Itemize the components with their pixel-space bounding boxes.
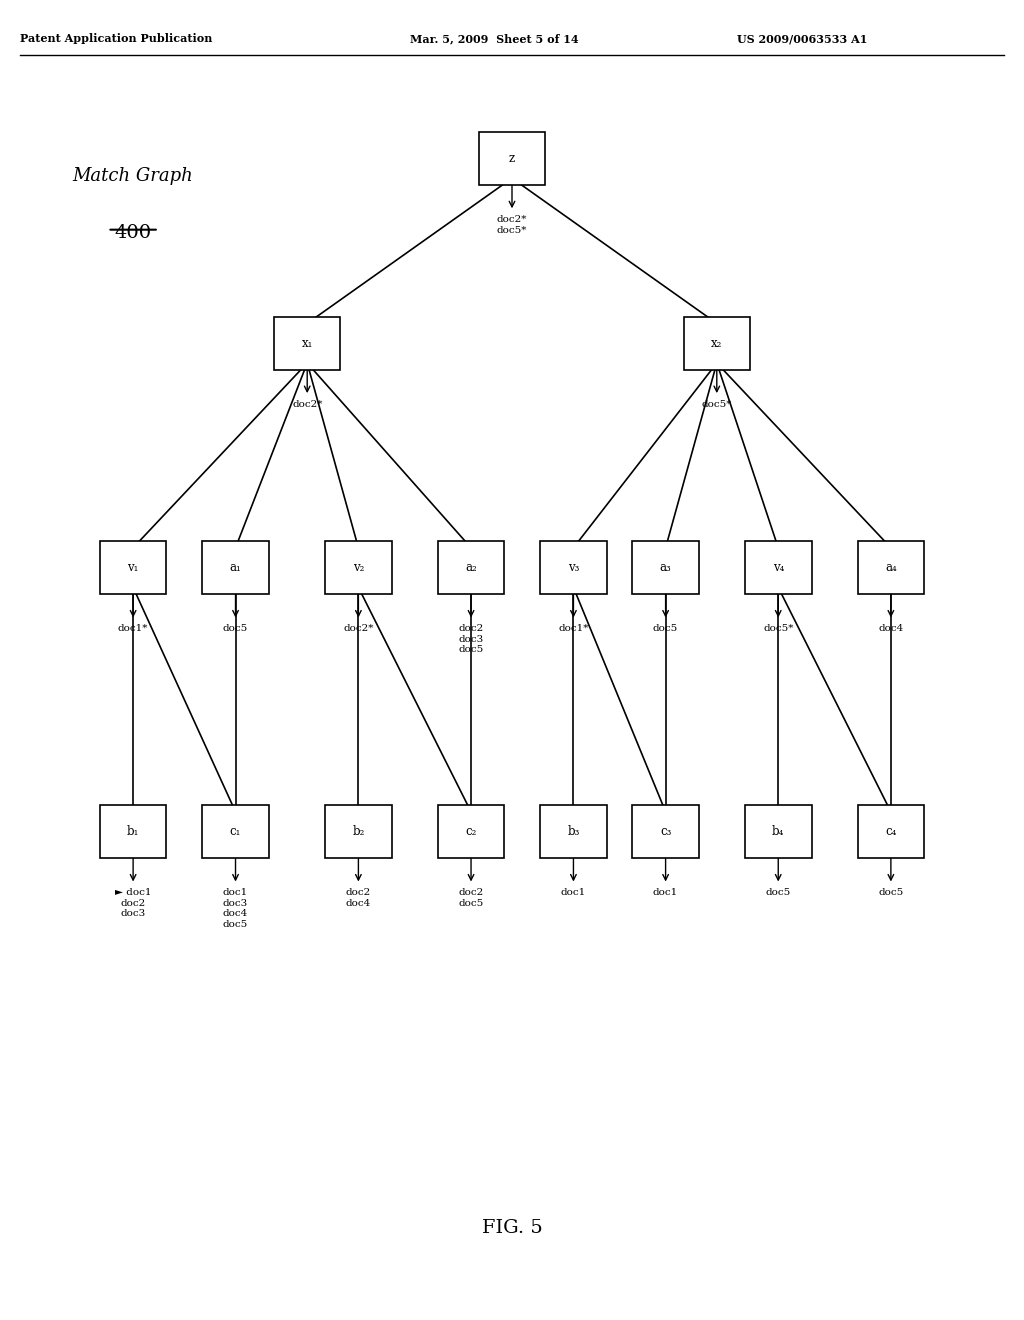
FancyBboxPatch shape bbox=[325, 541, 391, 594]
Text: Mar. 5, 2009  Sheet 5 of 14: Mar. 5, 2009 Sheet 5 of 14 bbox=[410, 33, 579, 44]
Text: v₁: v₁ bbox=[127, 561, 139, 574]
Text: Patent Application Publication: Patent Application Publication bbox=[20, 33, 213, 44]
Text: a₄: a₄ bbox=[885, 561, 897, 574]
Text: doc5: doc5 bbox=[223, 624, 248, 634]
FancyBboxPatch shape bbox=[203, 805, 268, 858]
FancyBboxPatch shape bbox=[858, 805, 925, 858]
Text: b₃: b₃ bbox=[567, 825, 580, 838]
Text: Match Graph: Match Graph bbox=[73, 166, 194, 185]
FancyBboxPatch shape bbox=[438, 541, 504, 594]
FancyBboxPatch shape bbox=[858, 541, 925, 594]
Text: FIG. 5: FIG. 5 bbox=[481, 1218, 543, 1237]
FancyBboxPatch shape bbox=[633, 805, 699, 858]
Text: doc5: doc5 bbox=[879, 888, 903, 898]
FancyBboxPatch shape bbox=[203, 541, 268, 594]
Text: doc5*: doc5* bbox=[763, 624, 794, 634]
Text: c₄: c₄ bbox=[885, 825, 897, 838]
Text: a₃: a₃ bbox=[659, 561, 672, 574]
Text: doc5: doc5 bbox=[766, 888, 791, 898]
Text: a₂: a₂ bbox=[465, 561, 477, 574]
Text: b₁: b₁ bbox=[127, 825, 139, 838]
Text: US 2009/0063533 A1: US 2009/0063533 A1 bbox=[737, 33, 867, 44]
FancyBboxPatch shape bbox=[745, 541, 811, 594]
Text: a₁: a₁ bbox=[229, 561, 242, 574]
FancyBboxPatch shape bbox=[541, 541, 606, 594]
Text: doc5: doc5 bbox=[653, 624, 678, 634]
Text: doc2
doc4: doc2 doc4 bbox=[346, 888, 371, 908]
Text: doc2*
doc5*: doc2* doc5* bbox=[497, 215, 527, 235]
FancyBboxPatch shape bbox=[684, 317, 750, 370]
Text: c₂: c₂ bbox=[465, 825, 477, 838]
Text: doc4: doc4 bbox=[879, 624, 903, 634]
Text: doc1: doc1 bbox=[561, 888, 586, 898]
Text: doc2*: doc2* bbox=[292, 400, 323, 409]
Text: c₃: c₃ bbox=[659, 825, 672, 838]
Text: ► doc1
doc2
doc3: ► doc1 doc2 doc3 bbox=[115, 888, 152, 919]
Text: doc2*: doc2* bbox=[343, 624, 374, 634]
Text: v₃: v₃ bbox=[567, 561, 580, 574]
Text: 400: 400 bbox=[115, 224, 152, 243]
Text: v₂: v₂ bbox=[352, 561, 365, 574]
FancyBboxPatch shape bbox=[100, 541, 166, 594]
FancyBboxPatch shape bbox=[100, 805, 166, 858]
FancyBboxPatch shape bbox=[273, 317, 340, 370]
Text: doc2
doc3
doc5: doc2 doc3 doc5 bbox=[459, 624, 483, 655]
Text: doc1
doc3
doc4
doc5: doc1 doc3 doc4 doc5 bbox=[223, 888, 248, 928]
Text: v₄: v₄ bbox=[772, 561, 784, 574]
FancyBboxPatch shape bbox=[325, 805, 391, 858]
Text: x₁: x₁ bbox=[301, 337, 313, 350]
FancyBboxPatch shape bbox=[745, 805, 811, 858]
FancyBboxPatch shape bbox=[438, 805, 504, 858]
FancyBboxPatch shape bbox=[541, 805, 606, 858]
FancyBboxPatch shape bbox=[478, 132, 545, 185]
Text: doc2
doc5: doc2 doc5 bbox=[459, 888, 483, 908]
Text: doc1: doc1 bbox=[653, 888, 678, 898]
Text: c₁: c₁ bbox=[229, 825, 242, 838]
Text: doc1*: doc1* bbox=[118, 624, 148, 634]
Text: doc5*: doc5* bbox=[701, 400, 732, 409]
Text: b₂: b₂ bbox=[352, 825, 365, 838]
Text: z: z bbox=[509, 152, 515, 165]
Text: doc1*: doc1* bbox=[558, 624, 589, 634]
Text: x₂: x₂ bbox=[711, 337, 723, 350]
Text: b₄: b₄ bbox=[772, 825, 784, 838]
FancyBboxPatch shape bbox=[633, 541, 699, 594]
